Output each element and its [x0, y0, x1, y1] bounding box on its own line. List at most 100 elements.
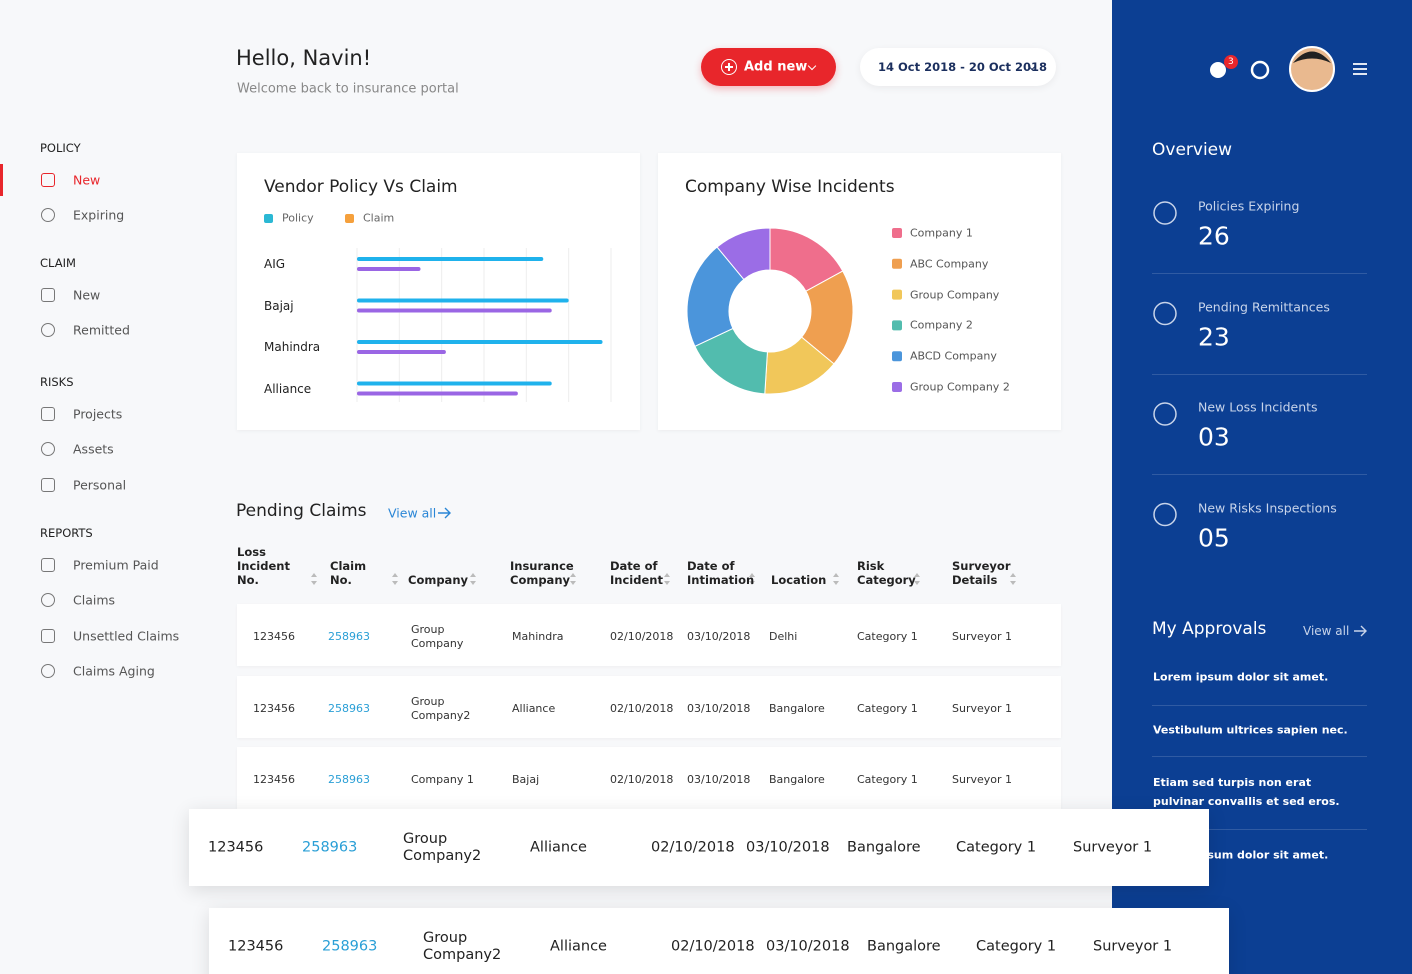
nav-icon: [41, 442, 55, 457]
table-cell: Mahindra: [512, 630, 564, 643]
legend-label: Policy: [282, 211, 314, 225]
nav-item[interactable]: Claims: [73, 592, 116, 608]
add-icon-plus: [725, 66, 733, 68]
approval-item[interactable]: Etiam sed turpis non erat pulvinar conva…: [1153, 776, 1340, 808]
column-header[interactable]: Date of Intimation: [687, 559, 755, 587]
section-title: Pending Claims: [236, 501, 367, 521]
table-cell: Bangalore: [769, 773, 825, 786]
approval-item[interactable]: Lorem ipsum dolor sit amet.: [1153, 670, 1329, 684]
table-cell: Category 1: [956, 839, 1037, 856]
divider: [1152, 829, 1367, 830]
column-header[interactable]: Surveyor Details: [952, 559, 1011, 587]
panel-title: Overview: [1152, 140, 1233, 160]
nav-item[interactable]: Unsettled Claims: [73, 628, 180, 644]
nav-item[interactable]: Premium Paid: [73, 557, 159, 573]
column-header[interactable]: Location: [771, 573, 827, 587]
nav-icon: [41, 477, 55, 492]
table-cell[interactable]: 258963: [302, 839, 358, 856]
table-cell[interactable]: 258963: [328, 773, 370, 786]
divider: [1152, 705, 1367, 706]
view-all-link[interactable]: View all: [388, 505, 437, 521]
table-cell: 03/10/2018: [746, 839, 830, 856]
nav-item[interactable]: Personal: [73, 477, 127, 493]
sort-icon: [470, 573, 476, 585]
category-label: Alliance: [264, 381, 312, 396]
stat-value: 26: [1198, 221, 1230, 251]
category-label: Mahindra: [264, 340, 321, 354]
table-cell: Group Company: [411, 623, 464, 650]
nav-icon: [41, 628, 55, 643]
table-cell: 02/10/2018: [610, 630, 674, 643]
stat-label: Pending Remittances: [1198, 299, 1330, 314]
column-header[interactable]: Insurance Company: [510, 559, 574, 587]
nav-icon: [41, 593, 55, 608]
category-label: AIG: [264, 257, 286, 271]
table-row: [237, 604, 1061, 666]
table-cell: 02/10/2018: [610, 773, 674, 786]
nav-item[interactable]: Remitted: [73, 322, 130, 338]
table-cell: Alliance: [550, 938, 607, 955]
approval-item[interactable]: Vestibulum ultrices sapien nec.: [1153, 723, 1348, 737]
stat-label: Policies Expiring: [1198, 198, 1300, 214]
sort-icon: [570, 573, 576, 585]
nav-item[interactable]: Assets: [73, 441, 114, 457]
table-cell: Bangalore: [867, 938, 941, 955]
nav-item[interactable]: Claims Aging: [73, 663, 155, 679]
table-cell: Group Company2: [403, 831, 482, 864]
divider: [1152, 756, 1367, 757]
table-cell: Alliance: [512, 701, 556, 715]
table-cell: Category 1: [976, 938, 1057, 955]
table-cell[interactable]: 258963: [328, 701, 370, 715]
nav-item[interactable]: Projects: [73, 406, 123, 422]
table-cell: 123456: [228, 938, 284, 955]
table-cell: Alliance: [530, 839, 587, 856]
nav-icon: [41, 208, 55, 223]
column-header[interactable]: Loss Incident No.: [237, 545, 290, 587]
add-new-label: Add new: [744, 59, 808, 75]
table-cell[interactable]: 258963: [322, 938, 378, 955]
sort-icon: [833, 573, 839, 585]
nav-icon: [41, 558, 55, 572]
view-all-link[interactable]: View all: [1303, 624, 1350, 638]
nav-item[interactable]: New: [73, 172, 101, 188]
stat-value: 23: [1198, 322, 1230, 351]
table-row: [237, 675, 1061, 738]
nav-icon: [41, 407, 55, 421]
date-range-button[interactable]: [860, 48, 1056, 86]
sort-icon: [311, 573, 317, 585]
table-cell: 123456: [253, 630, 295, 643]
legend-label: Group Company 2: [910, 380, 1010, 394]
table-cell: 123456: [253, 701, 295, 715]
floating-row: [189, 809, 1209, 886]
category-label: Bajaj: [264, 298, 294, 313]
column-header[interactable]: Risk Category: [857, 559, 916, 587]
table-cell: Surveyor 1: [952, 701, 1013, 715]
table-cell: Category 1: [857, 630, 918, 643]
active-indicator: [0, 164, 3, 196]
table-cell: Bajaj: [512, 773, 540, 786]
table-cell[interactable]: 258963: [328, 630, 370, 643]
table-cell: Delhi: [769, 630, 798, 643]
divider: [1152, 474, 1367, 475]
nav-icon: [41, 288, 55, 302]
stat-value: 03: [1198, 422, 1230, 452]
table-cell: Company 1: [411, 773, 474, 786]
greeting: Hello, Navin!: [236, 46, 372, 70]
nav-item[interactable]: Expiring: [73, 207, 125, 223]
column-header[interactable]: Claim No.: [330, 559, 367, 587]
table-cell: 02/10/2018: [610, 701, 674, 715]
panel-title: My Approvals: [1152, 619, 1267, 639]
notification-count: 3: [1228, 57, 1234, 67]
legend-label: Claim: [363, 211, 395, 225]
column-header[interactable]: Date of Incident: [610, 559, 663, 587]
nav-item[interactable]: New: [73, 287, 101, 303]
column-header[interactable]: Company: [408, 573, 468, 587]
arrow-icon: [438, 507, 451, 519]
stat-label: New Risks Inspections: [1198, 500, 1337, 515]
legend-label: Company 1: [910, 226, 973, 240]
table-cell: 02/10/2018: [671, 938, 755, 955]
floating-row: [209, 908, 1229, 974]
table-row: [237, 747, 1061, 809]
chart-title: Company Wise Incidents: [685, 177, 895, 197]
nav-section-title: POLICY: [40, 141, 81, 155]
